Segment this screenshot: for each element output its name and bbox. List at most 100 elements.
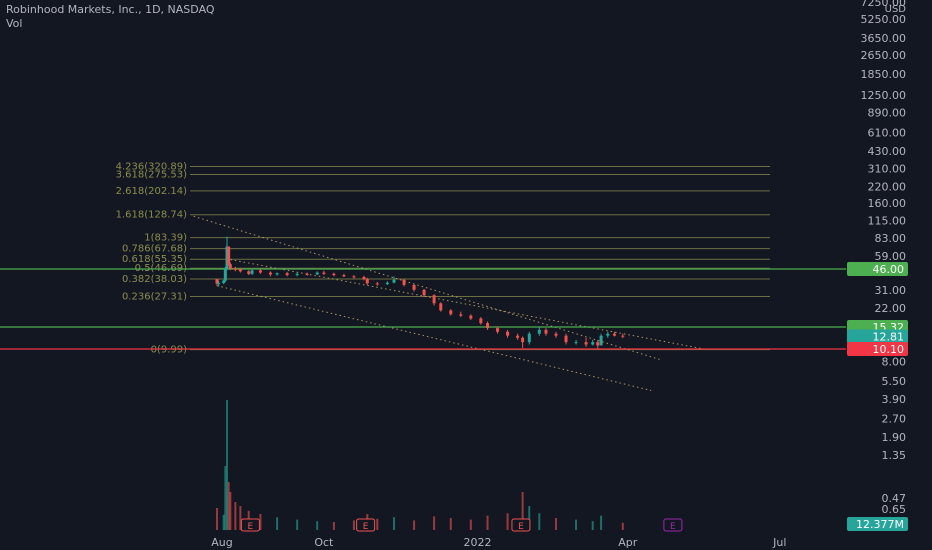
price-axis-tick-label: 3650.00 — [861, 32, 907, 45]
candle-body — [375, 283, 379, 285]
channel-upper-line[interactable] — [193, 215, 660, 360]
candle-body — [305, 273, 309, 275]
candle-body — [352, 276, 356, 278]
volume-bar — [332, 522, 335, 530]
price-badge-label: 46.00 — [873, 263, 905, 276]
candle-body — [365, 279, 369, 284]
volume-bar — [591, 521, 594, 530]
time-axis-tick-label: Jul — [772, 536, 786, 549]
earnings-marker-box — [663, 518, 683, 532]
chart-title: Robinhood Markets, Inc., 1D, NASDAQ — [6, 3, 215, 16]
candle-body — [459, 314, 463, 316]
volume-bar — [227, 482, 230, 530]
candle-body — [506, 331, 510, 336]
volume-bar — [296, 519, 299, 530]
candle-body — [362, 277, 366, 280]
volume-bar — [506, 513, 509, 530]
candle-body — [342, 275, 346, 277]
volume-bar — [555, 518, 557, 530]
price-axis-tick-label: 5250.00 — [861, 13, 907, 26]
trend-channel[interactable] — [193, 215, 702, 391]
candle-body — [621, 335, 625, 337]
candle-body — [584, 342, 588, 345]
candlestick-series — [215, 236, 625, 349]
fib-level-label: 1.618(128.74) — [116, 210, 188, 221]
earnings-marker[interactable]: E — [663, 518, 683, 532]
earnings-marker[interactable]: E — [240, 518, 260, 532]
price-badge: 46.00 — [847, 262, 908, 276]
candle-body — [223, 268, 227, 281]
candle-body — [268, 272, 272, 275]
price-axis-tick-label: 1850.00 — [861, 68, 907, 81]
price-axis-tick-label: 2650.00 — [861, 49, 907, 62]
candle-body — [228, 264, 232, 269]
candle-body — [275, 273, 279, 275]
volume-bar — [352, 520, 355, 530]
candle-body — [392, 279, 396, 283]
price-axis-tick-label: 610.00 — [868, 127, 907, 140]
price-badge-label: 10.10 — [873, 343, 905, 356]
candle-body — [332, 273, 336, 276]
volume-bar — [538, 513, 541, 530]
fib-level-label: 0.786(67.68) — [122, 244, 187, 255]
price-axis-tick-label: 310.00 — [868, 162, 907, 175]
candle-body — [422, 289, 426, 296]
candle-body — [537, 329, 541, 334]
price-axis-tick-label: 83.00 — [875, 232, 907, 245]
volume-bar — [600, 515, 603, 530]
time-axis[interactable]: Aug Oct 2022 Apr Jul — [211, 536, 786, 549]
volume-badge-bg — [847, 517, 908, 531]
candle-body — [295, 273, 299, 276]
earnings-marker[interactable]: E — [356, 518, 376, 532]
price-badge: 12.81 — [847, 329, 908, 344]
trendline-dashed[interactable] — [230, 259, 702, 349]
volume-bar — [469, 519, 472, 530]
candle-body — [469, 315, 473, 319]
earnings-marker-box — [511, 518, 531, 532]
fib-level-label: 1(83.39) — [144, 233, 187, 244]
price-axis-tick-label: 31.00 — [875, 284, 907, 297]
candle-body — [596, 342, 600, 346]
volume-bar — [229, 492, 232, 530]
candle-body — [591, 342, 595, 345]
volume-label: Vol — [6, 17, 23, 30]
fib-level-label: 3.618(275.53) — [116, 170, 188, 181]
volume-bar — [575, 519, 578, 530]
candle-body — [496, 328, 500, 332]
volume-bar — [413, 520, 416, 530]
volume-bar — [276, 517, 279, 530]
price-axis-tick-label: 220.00 — [868, 180, 907, 193]
candle-body — [315, 272, 319, 275]
earnings-marker-letter: E — [248, 522, 254, 532]
candle-body — [238, 269, 242, 272]
price-axis-tick-label: 430.00 — [868, 145, 907, 158]
candle-body — [233, 268, 237, 270]
price-axis-tick-label: 22.00 — [875, 302, 907, 315]
horizontal-lines[interactable] — [0, 268, 846, 350]
candle-body — [479, 318, 483, 324]
price-axis-tick-label: 0.65 — [882, 503, 907, 516]
candle-body — [554, 333, 558, 336]
candle-body — [412, 284, 416, 290]
volume-bar — [234, 502, 237, 530]
candle-body — [285, 273, 289, 276]
price-axis-tick-label: 115.00 — [868, 215, 907, 228]
volume-badge: 12.377M — [847, 517, 908, 531]
earnings-marker-box — [356, 518, 376, 532]
candle-body — [516, 335, 520, 338]
price-badge-label: 12.81 — [873, 330, 905, 343]
earnings-marker[interactable]: E — [511, 518, 531, 532]
price-axis-tick-label: 1.35 — [882, 449, 907, 462]
price-axis-tick-label: 160.00 — [868, 197, 907, 210]
fib-level-label: 2.618(202.14) — [116, 186, 188, 197]
volume-bar — [239, 506, 242, 530]
volume-bar — [222, 514, 225, 530]
fib-level-label: 0.236(27.31) — [122, 292, 187, 303]
price-badge-bg — [847, 342, 908, 356]
time-axis-tick-label: Apr — [618, 536, 638, 549]
candle-body — [606, 333, 610, 336]
